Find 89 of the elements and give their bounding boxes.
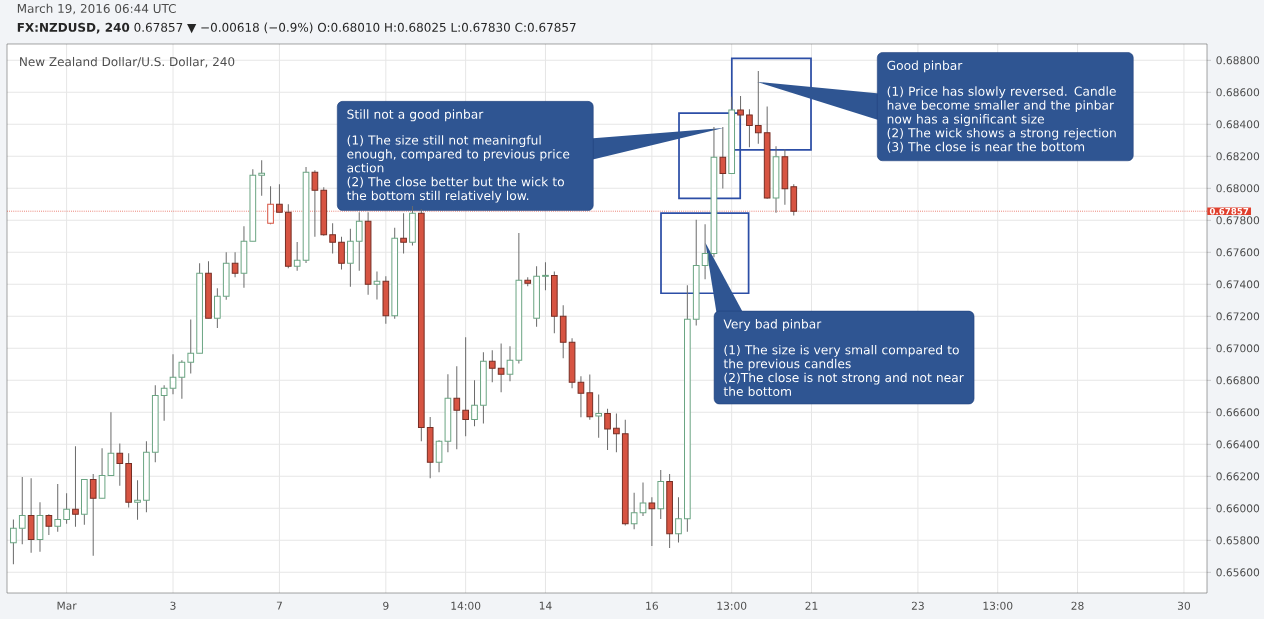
x-tick-label: Mar xyxy=(57,601,77,610)
x-tick-label: 14 xyxy=(539,601,552,610)
candlestick xyxy=(648,496,656,547)
candlestick xyxy=(488,349,496,383)
annotation: Good pinbar xyxy=(887,60,963,73)
x-tick-label: 16 xyxy=(646,601,658,610)
candlestick xyxy=(630,492,638,530)
candlestick xyxy=(329,222,336,255)
candlestick xyxy=(231,251,239,278)
annotation: (1) Price has slowly reversed. Candle have become smaller and the pinbar now has a significant size xyxy=(887,86,1116,126)
x-tick-label: 13:00 xyxy=(983,601,1013,610)
y-tick-label: 0.66800 xyxy=(1216,376,1260,385)
candlestick xyxy=(462,336,469,437)
candlestick xyxy=(542,261,549,291)
x-tick-label: 9 xyxy=(383,601,389,610)
annotation: Still not a good pinbar xyxy=(347,109,484,122)
candlestick xyxy=(506,345,514,382)
candlestick xyxy=(72,445,79,528)
candlestick xyxy=(373,270,381,300)
y-tick-label: 0.68600 xyxy=(1216,88,1260,97)
candlestick xyxy=(54,483,62,533)
x-tick-label: 28 xyxy=(1071,601,1084,610)
y-tick-label: 0.66000 xyxy=(1216,504,1260,513)
candlestick xyxy=(10,518,17,565)
text: March 19, 2016 06:44 UTC xyxy=(17,3,176,15)
y-tick-label: 0.66400 xyxy=(1216,440,1260,449)
candlestick xyxy=(355,211,363,272)
y-tick-label: 0.68400 xyxy=(1216,120,1260,129)
ref-line-label: 0.67857 xyxy=(1209,207,1249,215)
y-tick-label: 0.65800 xyxy=(1216,536,1260,545)
candlestick xyxy=(18,476,26,545)
y-tick-label: 0.67400 xyxy=(1216,280,1260,289)
candlestick xyxy=(214,287,221,329)
candlestick xyxy=(595,394,603,439)
candlestick xyxy=(471,379,478,427)
candlestick xyxy=(639,482,647,517)
candlestick xyxy=(604,408,611,451)
chart-subtitle: FX:NZDUSD, 240 0.67857 ▼ −0.00618 (−0.9%) O:0.68010 H:0.68025 L:0.67830 C:0.67857 xyxy=(17,22,576,34)
candlestick xyxy=(45,513,53,536)
candlestick xyxy=(737,95,744,120)
candlestick xyxy=(258,159,266,197)
candlestick xyxy=(497,342,505,393)
y-tick-label: 0.66600 xyxy=(1216,408,1260,417)
annotation: (2) The wick shows a strong rejection xyxy=(887,127,1116,140)
x-tick-label: 21 xyxy=(805,601,818,610)
y-tick-label: 0.68200 xyxy=(1216,152,1260,161)
y-tick-label: 0.67000 xyxy=(1216,344,1260,353)
y-tick-label: 0.68000 xyxy=(1216,184,1260,193)
candlestick xyxy=(116,442,124,487)
y-tick-label: 0.67600 xyxy=(1216,248,1260,257)
candlestick xyxy=(160,384,168,422)
y-tick-label: 0.68800 xyxy=(1216,56,1260,65)
x-tick-label: 14:00 xyxy=(451,601,481,610)
candlestick xyxy=(169,353,177,395)
annotation: (2)The close is not strong and not near the bottom xyxy=(723,372,964,397)
annotation: (1) The size is very small compared to the previous candles xyxy=(723,344,959,371)
y-tick-label: 0.67200 xyxy=(1216,312,1260,321)
annotation: (3) The close is near the bottom xyxy=(887,141,1085,153)
candlestick xyxy=(453,365,461,450)
candlestick xyxy=(293,241,301,272)
candlestick xyxy=(400,212,407,255)
candlestick xyxy=(89,473,97,557)
candlestick xyxy=(746,108,753,148)
candlestick xyxy=(754,70,762,145)
candlestick xyxy=(613,412,620,453)
candlestick xyxy=(134,479,141,521)
x-tick-label: 30 xyxy=(1177,601,1191,610)
text: New Zealand Dollar/U.S. Dollar, 240 xyxy=(20,56,235,68)
candlestick xyxy=(63,492,70,525)
x-tick-label: 23 xyxy=(911,601,924,610)
candlestick xyxy=(311,169,319,238)
annotation: Very bad pinbar xyxy=(723,319,822,331)
candlestick xyxy=(178,359,186,400)
x-tick-label: 7 xyxy=(276,601,282,610)
candlestick xyxy=(187,318,195,375)
candlestick xyxy=(347,228,354,288)
x-tick-label: 13:00 xyxy=(717,601,747,610)
candlestick xyxy=(338,236,345,271)
y-tick-label: 0.67800 xyxy=(1216,216,1260,225)
y-tick-label: 0.65600 xyxy=(1216,568,1260,577)
x-tick-label: 3 xyxy=(170,601,176,610)
candlestick xyxy=(719,126,727,189)
candlestick xyxy=(276,183,283,213)
candlestick xyxy=(267,185,274,225)
annotation: (2) The close better but the wick to the bottom still relatively low. xyxy=(346,176,564,203)
y-tick-label: 0.66200 xyxy=(1216,472,1260,481)
candlestick xyxy=(675,496,682,543)
candlestick xyxy=(586,374,594,421)
annotation: (1) The size still not meaningful enough, compared to previous price action xyxy=(347,135,570,173)
